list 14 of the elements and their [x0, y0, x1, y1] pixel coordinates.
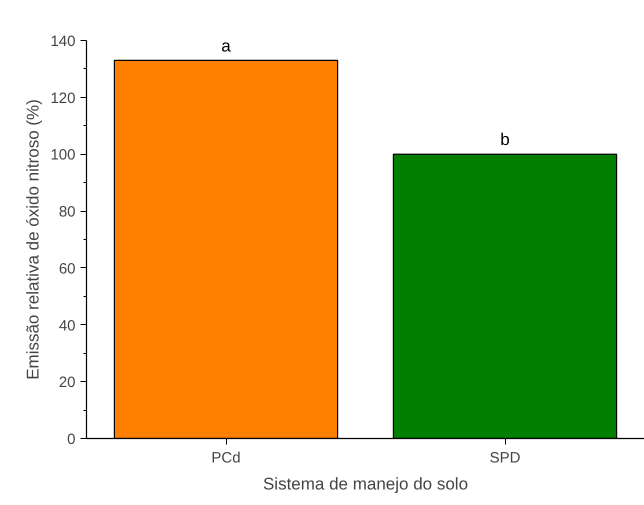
- x-tick-label: PCd: [211, 450, 241, 466]
- y-tick-label: 40: [58, 317, 76, 334]
- y-tick-label: 120: [50, 90, 76, 107]
- y-axis-title: Emissão relativa de óxido nitroso (%): [23, 99, 42, 380]
- annotation: a: [221, 36, 232, 56]
- annotation: b: [500, 130, 510, 150]
- y-tick-label: 80: [58, 204, 76, 221]
- x-tick-label: SPD: [490, 450, 521, 466]
- y-tick-label: 60: [58, 260, 76, 278]
- y-tick-label: 140: [50, 33, 76, 50]
- y-tick-label: 20: [58, 374, 76, 392]
- y-tick-label: 100: [50, 146, 76, 164]
- y-tick-label: 0: [67, 431, 76, 448]
- x-axis-title: Sistema de manejo do solo: [262, 474, 468, 494]
